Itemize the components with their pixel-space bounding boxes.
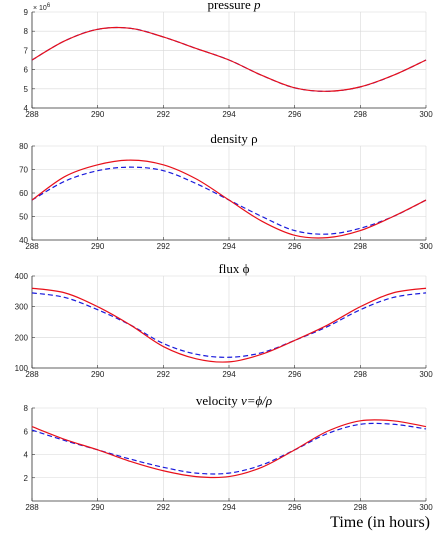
velocity-title: velocity v=ϕ/ρ (196, 393, 272, 408)
density-x-tick-label: 294 (222, 242, 236, 251)
pressure-series-red-solid-line (31, 26, 427, 92)
pressure-x-tick-label: 294 (222, 110, 236, 119)
flux-y-tick-label: 100 (15, 364, 29, 373)
flux-x-tick-label: 298 (354, 370, 368, 379)
flux-x-tick-label: 300 (419, 370, 433, 379)
velocity-x-tick-label: 296 (288, 503, 302, 512)
velocity-y-tick-label: 8 (24, 404, 29, 413)
density-series-red-solid-line (31, 159, 427, 239)
density-x-tick-label: 290 (91, 242, 105, 251)
density-x-tick-label: 296 (288, 242, 302, 251)
pressure-y-tick-label: 7 (24, 46, 29, 55)
flux-x-tick-label: 292 (157, 370, 171, 379)
velocity-x-tick-label: 298 (354, 503, 368, 512)
pressure-title: pressure p (207, 0, 261, 12)
flux-x-tick-label: 290 (91, 370, 105, 379)
panel-flux: 288 290 292 294 296 298 300 100 200 300 400 flux ϕ (15, 261, 434, 379)
flux-x-tick-label: 288 (25, 370, 39, 379)
pressure-y-tick-label: 9 (24, 8, 29, 17)
density-y-tick-label: 40 (19, 236, 28, 245)
velocity-y-tick-label: 4 (24, 451, 29, 460)
pressure-y-tick-label: 4 (24, 104, 29, 113)
flux-series-red-solid-line (31, 287, 427, 363)
pressure-y-tick-label: 5 (24, 85, 29, 94)
velocity-x-tick-label: 300 (419, 503, 433, 512)
density-y-tick-label: 60 (19, 189, 28, 198)
density-y-tick-label: 70 (19, 166, 28, 175)
velocity-series-red-solid-line (31, 419, 427, 479)
pressure-x-tick-label: 292 (157, 110, 171, 119)
velocity-x-tick-label: 288 (25, 503, 39, 512)
panel-velocity: 288 290 292 294 296 298 300 2 4 6 8 velocity v=ϕ/ρ (24, 393, 434, 512)
flux-x-tick-label: 296 (288, 370, 302, 379)
pressure-x-tick-label: 296 (288, 110, 302, 119)
flux-title: flux ϕ (218, 261, 249, 276)
velocity-x-tick-label: 290 (91, 503, 105, 512)
x-axis-label: Time (in hours) (330, 514, 430, 531)
velocity-x-tick-label: 292 (157, 503, 171, 512)
flux-y-tick-label: 400 (15, 272, 29, 281)
density-y-tick-label: 80 (19, 142, 28, 151)
flux-y-tick-label: 200 (15, 333, 29, 342)
density-title: density ρ (210, 131, 257, 146)
pressure-y-tick-label: 8 (24, 27, 29, 36)
pressure-y-exponent: × 106 (33, 3, 51, 12)
pressure-x-tick-label: 298 (354, 110, 368, 119)
density-y-tick-label: 50 (19, 213, 28, 222)
density-x-tick-label: 298 (354, 242, 368, 251)
velocity-y-tick-label: 6 (24, 427, 29, 436)
velocity-y-tick-label: 2 (24, 474, 29, 483)
panel-pressure: 288 290 292 294 296 298 300 4 5 6 7 8 9 × 106 pressure… (24, 0, 434, 119)
pressure-x-tick-label: 288 (25, 110, 39, 119)
pressure-x-tick-label: 300 (419, 110, 433, 119)
flux-x-tick-label: 294 (222, 370, 236, 379)
flux-y-tick-label: 300 (15, 303, 29, 312)
density-x-tick-label: 288 (25, 242, 39, 251)
panel-density: 288 290 292 294 296 298 300 40 50 60 70 80 density ρ (19, 131, 433, 251)
pressure-x-tick-label: 290 (91, 110, 105, 119)
flux-series-blue-dashed-line (31, 292, 427, 358)
velocity-x-tick-label: 294 (222, 503, 236, 512)
pressure-y-tick-label: 6 (24, 66, 29, 75)
density-x-tick-label: 300 (419, 242, 433, 251)
density-x-tick-label: 292 (157, 242, 171, 251)
